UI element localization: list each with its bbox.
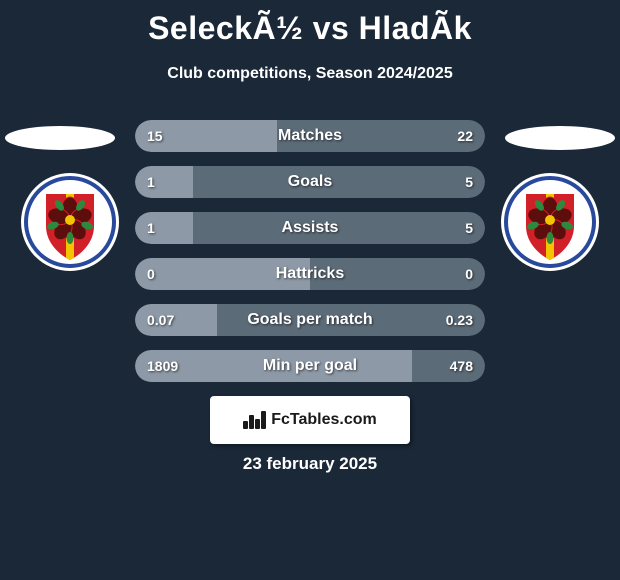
- stat-row: 15Assists: [135, 212, 485, 244]
- stat-label: Goals: [135, 166, 485, 198]
- comparison-card: SeleckÃ½ vs HladÃ­k Club competitions, S…: [0, 0, 620, 580]
- stat-label: Hattricks: [135, 258, 485, 290]
- stat-row: 00Hattricks: [135, 258, 485, 290]
- source-badge: FcTables.com: [210, 396, 410, 444]
- club-logo-left: [20, 172, 120, 272]
- stat-row: 15Goals: [135, 166, 485, 198]
- player-shadow-right: [505, 126, 615, 150]
- stat-row: 0.070.23Goals per match: [135, 304, 485, 336]
- chart-icon: [243, 411, 265, 429]
- source-brand: FcTables.com: [271, 411, 377, 429]
- page-title: SeleckÃ½ vs HladÃ­k: [0, 10, 620, 47]
- player-shadow-left: [5, 126, 115, 150]
- subtitle: Club competitions, Season 2024/2025: [0, 65, 620, 83]
- stat-label: Goals per match: [135, 304, 485, 336]
- club-logo-right: [500, 172, 600, 272]
- stat-label: Matches: [135, 120, 485, 152]
- stats-bars: 1522Matches 15Goals 15Assists 00Hattricks 0.…: [135, 120, 485, 396]
- stat-label: Min per goal: [135, 350, 485, 382]
- stat-row: 1809478Min per goal: [135, 350, 485, 382]
- stat-label: Assists: [135, 212, 485, 244]
- stat-row: 1522Matches: [135, 120, 485, 152]
- date-label: 23 february 2025: [0, 454, 620, 474]
